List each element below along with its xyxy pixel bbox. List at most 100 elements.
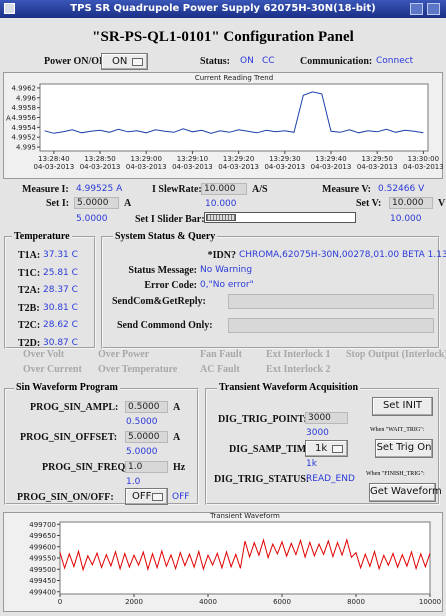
slew-input[interactable]: 10.000 [201, 183, 247, 195]
x-tick-date: 04-03-2013 [34, 163, 75, 171]
button-indicator [132, 58, 143, 66]
y-tick-label: 4.9962 [12, 84, 37, 92]
status-row-value: No Warning [200, 265, 253, 275]
trend-chart: Current Reading Trend A 4.9962 4.996 4.9958 4… [3, 72, 443, 179]
sin-input[interactable]: 5.0000 [125, 431, 168, 443]
button-indicator [152, 493, 163, 501]
temp-label: T2B: [18, 302, 40, 314]
maximize-button[interactable] [427, 3, 440, 15]
y-tick-label: 4.996 [16, 94, 37, 102]
sin-input[interactable]: 0.5000 [125, 401, 168, 413]
y-tick-label: 499700 [29, 521, 56, 529]
trig-point-input[interactable]: 3000 [305, 412, 348, 424]
set-v-readback: 10.000 [390, 214, 422, 224]
x-tick-date: 04-03-2013 [311, 163, 352, 171]
fault-indicator: Fan Fault [200, 349, 242, 360]
y-tick-label: 499600 [29, 543, 56, 551]
command-input[interactable] [228, 294, 434, 309]
slider[interactable] [204, 212, 356, 223]
chart-title: Current Reading Trend [195, 74, 273, 82]
temp-label: T2D: [18, 337, 41, 349]
trig-status-value: READ_END [306, 474, 355, 484]
system-box [101, 236, 440, 349]
slew-readback: 10.000 [205, 199, 237, 209]
comm-value: Connect [376, 56, 414, 66]
set-trig-button[interactable]: Set Trig On [375, 439, 433, 458]
sin-label: PROG_SIN_FREQ: [42, 462, 129, 473]
slider-thumb[interactable] [206, 214, 236, 221]
sin-onoff-label: PROG_SIN_ON/OFF: [17, 492, 114, 503]
status-row-value: CHROMA,62075H-30N,00278,01.00 BETA 1.13 [239, 250, 446, 260]
x-tick-label: 6000 [273, 598, 291, 606]
temp-value: 30.87 C [43, 337, 78, 348]
plot-area [39, 83, 429, 152]
fault-indicator: Ext Interlock 1 [266, 349, 331, 360]
set-i-input[interactable]: 5.0000 [74, 197, 119, 209]
x-tick-label: 13:29:50 [361, 155, 392, 163]
set-v-label: Set V: [356, 198, 382, 209]
x-tick-label: 4000 [199, 598, 217, 606]
plot-area [59, 521, 431, 595]
trig-status-label: DIG_TRIG_STATUS: [214, 474, 310, 485]
panel-title: "SR-PS-QL1-0101" Configuration Panel [92, 29, 354, 45]
measure-i-label: Measure I: [22, 184, 69, 195]
samp-button-text: 1k [315, 443, 328, 454]
status-row-label: *IDN? [207, 250, 236, 261]
temperature-title: Temperature [12, 231, 72, 243]
x-tick-date: 04-03-2013 [80, 163, 121, 171]
temp-value: 25.81 C [43, 267, 78, 278]
command-input[interactable] [228, 318, 434, 333]
samp-button[interactable]: 1k [305, 440, 348, 457]
x-tick-label: 8000 [347, 598, 365, 606]
sin-readback: 0.5000 [126, 417, 158, 427]
y-axis-label: A [6, 115, 11, 123]
waveform-chart: Transient Waveform 499700 499650 499600 4995… [3, 512, 443, 612]
temp-value: 30.81 C [43, 302, 78, 313]
x-tick-label: 13:29:00 [131, 155, 162, 163]
temp-value: 28.62 C [43, 320, 78, 330]
data-line [44, 91, 424, 134]
chart-title: Transient Waveform [209, 512, 280, 520]
x-tick-label: 13:28:50 [84, 155, 115, 163]
slew-unit: A/S [252, 184, 268, 195]
temp-label: T1A: [18, 250, 41, 261]
title-bar: TPS SR Quadrupole Power Supply 62075H-30… [0, 0, 446, 18]
sin-onoff-button[interactable]: OFF [125, 488, 168, 505]
minimize-button[interactable] [410, 3, 423, 15]
x-tick-date: 04-03-2013 [357, 163, 398, 171]
power-button[interactable]: ON [101, 53, 148, 70]
y-tick-label: 499550 [29, 555, 56, 563]
samp-label: DIG_SAMP_TIME: [229, 444, 317, 455]
fault-indicator: Over Temperature [98, 364, 178, 375]
fault-indicator: AC Fault [200, 364, 240, 375]
set-i-label: Set I: [46, 198, 70, 209]
temp-label: T2A: [18, 285, 41, 296]
y-tick-label: 499400 [29, 588, 56, 596]
comm-label: Communication: [300, 56, 373, 67]
set-init-button[interactable]: Set INIT [372, 397, 433, 416]
sin-title: Sin Waveform Program [14, 382, 120, 394]
y-tick-label: 4.9956 [12, 114, 37, 122]
fault-indicator: Over Volt [23, 349, 65, 360]
x-tick-label: 13:28:40 [38, 155, 69, 163]
sin-label: PROG_SIN_OFFSET: [20, 432, 118, 443]
set-i-unit: A [124, 198, 132, 209]
set-i-readback: 5.0000 [76, 214, 108, 224]
sin-onoff-readback: OFF [172, 492, 190, 502]
x-tick-label: 13:30:00 [408, 155, 439, 163]
x-tick-label: 13:29:20 [223, 155, 254, 163]
sin-input[interactable]: 1.0 [125, 461, 168, 473]
set-v-input[interactable]: 10.000 [389, 197, 433, 209]
window-title: TPS SR Quadrupole Power Supply 62075H-30… [70, 3, 376, 14]
status-row-value: 0,"No error" [200, 280, 254, 290]
trig-point-label: DIG_TRIG_POINT: [218, 414, 307, 425]
get-waveform-button[interactable]: Get Waveform [369, 483, 442, 502]
slew-label: I SlewRate: [152, 184, 202, 195]
trig-point-readback: 3000 [306, 428, 329, 438]
finish-note: When "FINISH_TRIG": [366, 471, 425, 477]
y-tick-label: 499450 [29, 577, 56, 585]
button-indicator [332, 445, 343, 453]
sin-readback: 5.0000 [126, 447, 158, 457]
